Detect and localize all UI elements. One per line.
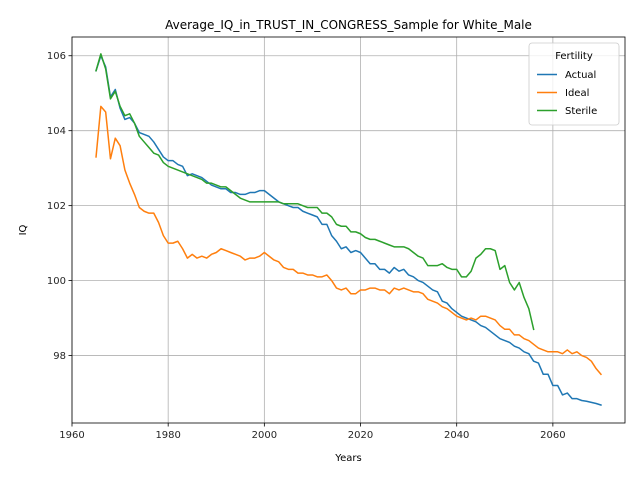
x-tick-label: 1980 [155,430,180,441]
x-tick-label: 2000 [252,430,277,441]
series-line-actual [95,54,602,406]
y-tick-label: 100 [47,276,66,287]
legend-title: Fertility [555,51,593,62]
y-axis: 98 100 102 104 106 [47,51,72,362]
legend-label-sterile: Sterile [565,106,597,117]
legend-box [528,42,620,126]
x-tick-label: 2020 [348,430,373,441]
y-tick-label: 104 [47,126,66,137]
series-lines [95,53,603,406]
legend-label-actual: Actual [565,70,596,81]
series-line-ideal [95,105,603,376]
legend: Fertility Actual Ideal Sterile [528,42,620,126]
y-tick-label: 98 [53,351,66,362]
y-axis-label: IQ [18,224,29,235]
x-tick-label: 2060 [540,430,565,441]
chart-title: Average_IQ_in_TRUST_IN_CONGRESS_Sample f… [165,18,532,32]
x-axis: 1960 1980 2000 2020 2040 2060 [59,423,566,441]
x-axis-label: Years [334,453,361,464]
y-tick-label: 102 [47,201,66,212]
legend-label-ideal: Ideal [565,88,589,99]
plot-frame [71,36,626,424]
series-line-sterile [95,53,535,331]
x-tick-label: 1960 [59,430,84,441]
x-tick-label: 2040 [444,430,469,441]
y-tick-label: 106 [47,51,66,62]
